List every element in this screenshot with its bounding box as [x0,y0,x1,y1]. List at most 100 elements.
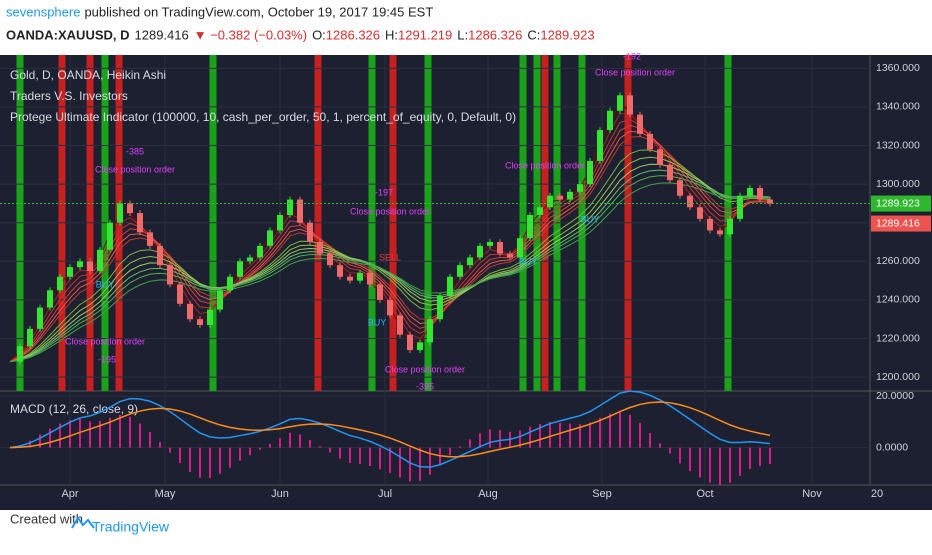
y-tick-label: 1360.000 [876,62,920,74]
x-tick-label: May [155,488,176,500]
candle-body [137,213,143,233]
price-tag-label: 1289.923 [876,197,920,209]
candle-body [57,276,63,291]
header-field: 1289.923 [540,27,594,42]
candle-body [667,164,673,181]
candle-body [87,261,93,271]
legend-text: Traders V.S. Investors [10,89,128,103]
candle-body [617,95,623,111]
x-tick-label: Sep [592,488,612,500]
candle-body [47,290,53,308]
header-field: O: [312,27,326,42]
footer-brand[interactable]: TradingView [92,519,170,535]
candle-body [117,203,123,223]
candle-body [567,191,573,200]
y-tick-label: 1260.000 [876,255,920,267]
annotation: Close position order [65,336,145,346]
candle-body [17,346,23,362]
candle-body [67,267,73,277]
y-tick-label: 1240.000 [876,294,920,306]
macd-line [9,390,771,468]
candle-body [657,149,663,165]
annotation: Close position order [595,67,675,77]
candle-body [757,187,763,200]
candle-body [147,232,153,246]
candle-body [437,296,443,320]
candle-body [387,299,393,316]
candle-body [687,195,693,208]
y-tick-label: 1300.000 [876,178,920,190]
candle-body [37,307,43,329]
candle-body [127,203,133,214]
annotation: -385 [126,146,144,156]
x-tick-label: Aug [478,488,498,500]
candle-body [197,319,203,325]
candle-body [697,207,703,219]
candle-body [737,195,743,219]
candle-body [337,265,343,277]
price-tag [871,215,931,232]
candle-body [637,114,643,134]
annotation: SELL [379,252,401,262]
header-field: ▼ −0.382 (−0.03%) [194,27,307,42]
candle-body [477,245,483,258]
y-tick-label: 1320.000 [876,139,920,151]
footer-text: Created with [10,511,83,526]
candle-body [537,207,543,215]
annotation: -395 [416,381,434,391]
y-tick-label: 1220.000 [876,332,920,344]
legend-text: Protege Ultimate Indicator (100000, 10, … [10,110,516,124]
annotation: Close position order [350,206,430,216]
candle-body [377,284,383,300]
candle-body [257,245,263,258]
tradingview-logo [71,516,95,529]
candle-body [277,214,283,231]
candle-body [237,261,243,277]
x-tick-label: Jun [271,488,289,500]
candle-body [267,230,273,246]
candle-body [597,130,603,161]
annotation: BUY [96,279,115,289]
ma-ribbon [9,124,771,363]
candle-body [547,195,553,208]
candle-body [507,253,513,258]
candle-body [717,230,723,235]
header-field: H: [385,27,398,42]
y-tick-label: 1340.000 [876,101,920,113]
candle-body [167,265,173,285]
candle-body [317,242,323,254]
plot: 1200.0001220.0001240.0001260.0001280.000… [0,51,931,500]
candle-body [447,276,453,297]
candle-body [367,272,373,285]
candle-body [577,184,583,192]
candle-body [77,261,83,268]
x-tick-label: Nov [802,488,822,500]
macd-tick-label: 0.0000 [876,441,908,453]
annotation: Close position order [95,164,175,174]
ma-ribbon [9,182,771,363]
price-tag [871,195,931,212]
candle-body [677,180,683,196]
candle-body [307,222,313,243]
ma-ribbon [9,163,771,363]
annotation: -192 [623,51,641,61]
annotation: -197 [375,187,393,197]
y-tick-label: 1200.000 [876,371,920,383]
x-tick-label: Apr [61,488,78,500]
x-tick-label: 20 [871,488,883,500]
candle-body [287,199,293,215]
annotation: Close position order [385,364,465,374]
candle-body [397,315,403,335]
ma-ribbon [9,156,771,363]
macd-tick-label: 20.0000 [876,390,914,402]
candle-body [217,290,223,310]
header-field: 1291.219 [398,27,452,42]
candle-body [357,272,363,281]
ma-ribbon [9,130,771,363]
candle-body [487,242,493,246]
candle-body [427,319,433,343]
candle-body [27,328,33,347]
author-link[interactable]: sevensphere [6,4,80,19]
candle-body [407,334,413,351]
candle-body [767,199,773,204]
